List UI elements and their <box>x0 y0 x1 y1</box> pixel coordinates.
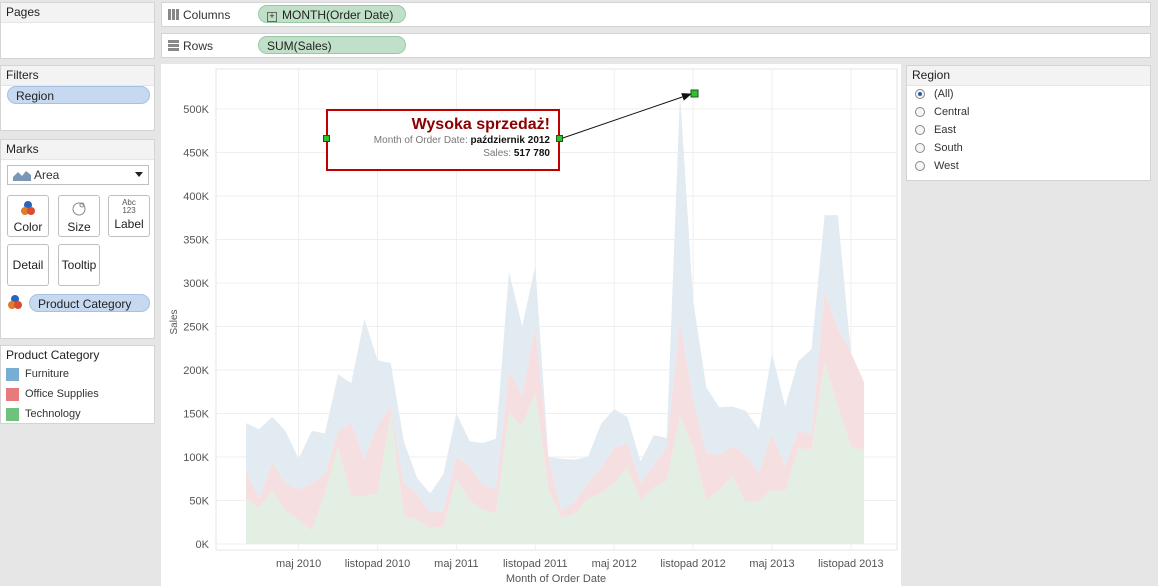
filters-shelf[interactable]: Filters Region <box>0 65 155 131</box>
x-tick-label: listopad 2010 <box>345 558 410 570</box>
y-axis-title: Sales <box>169 309 180 334</box>
columns-shelf[interactable]: Columns + MONTH(Order Date) <box>161 2 1151 27</box>
rows-pill[interactable]: SUM(Sales) <box>258 36 406 54</box>
annotation-title: Wysoka sprzedaż! <box>411 116 550 133</box>
filters-title: Filters <box>1 66 154 86</box>
region-option-central[interactable]: Central <box>915 104 969 120</box>
x-tick-label: maj 2010 <box>276 558 321 570</box>
region-filter-title: Region <box>907 66 1150 86</box>
region-filter: Region (All) Central East South West <box>906 65 1151 181</box>
y-tick-label: 50K <box>189 496 209 508</box>
legend-title: Product Category <box>1 346 154 365</box>
color-field-icon <box>8 295 22 309</box>
area-technology[interactable] <box>246 361 865 544</box>
chevron-down-icon[interactable] <box>135 172 143 177</box>
x-axis: maj 2010 listopad 2010 maj 2011 listopad 20… <box>276 558 884 570</box>
label-icon: Abc 123 <box>122 198 136 215</box>
annotation-line1: Month of Order Date: październik 2012 <box>373 135 550 146</box>
area-mark-icon <box>13 171 31 181</box>
pages-title: Pages <box>1 3 154 23</box>
size-button[interactable]: Size <box>58 195 100 237</box>
plot-border <box>215 68 898 551</box>
detail-button[interactable]: Detail <box>7 244 49 286</box>
rows-icon <box>168 40 179 51</box>
y-axis: 0K 50K 100K 150K 200K 250K 300K 350K 400K 450K 500… <box>183 104 209 551</box>
legend-swatch <box>6 387 19 401</box>
y-tick-label: 250K <box>183 322 209 334</box>
expand-icon[interactable]: + <box>267 12 277 22</box>
columns-pill[interactable]: + MONTH(Order Date) <box>258 5 406 23</box>
annotation-handle-right[interactable] <box>556 135 563 142</box>
x-axis-title: Month of Order Date <box>506 573 606 585</box>
columns-icon <box>168 9 179 20</box>
size-icon <box>72 202 86 216</box>
region-option-west[interactable]: West <box>915 158 959 174</box>
color-legend: Product Category Furniture Office Suppli… <box>0 345 155 424</box>
x-tick-label: listopad 2012 <box>660 558 725 570</box>
area-furniture[interactable] <box>246 93 865 513</box>
rows-label: Rows <box>168 34 213 58</box>
x-tick-label: listopad 2013 <box>818 558 883 570</box>
area-chart: 0K 50K 100K 150K 200K 250K 300K 350K 400K 450K 500… <box>169 68 898 585</box>
region-option-east[interactable]: East <box>915 122 956 138</box>
annotation-handle[interactable] <box>690 89 699 98</box>
marks-title: Marks <box>1 140 154 160</box>
x-tick-label: maj 2013 <box>749 558 794 570</box>
color-icon <box>21 201 35 215</box>
rows-shelf[interactable]: Rows SUM(Sales) <box>161 33 1151 58</box>
radio-button[interactable] <box>915 161 925 172</box>
y-tick-label: 450K <box>183 148 209 160</box>
legend-item-furniture[interactable]: Furniture <box>6 366 69 382</box>
tooltip-button[interactable]: Tooltip <box>58 244 100 286</box>
y-tick-label: 0K <box>196 539 210 551</box>
radio-button[interactable] <box>915 143 925 154</box>
annotation-line2: Sales: 517 780 <box>483 148 550 159</box>
radio-button[interactable] <box>915 125 925 136</box>
legend-item-office-supplies[interactable]: Office Supplies <box>6 386 99 402</box>
label-button[interactable]: Abc 123 Label <box>108 195 150 237</box>
annotation-box[interactable]: Wysoka sprzedaż! Month of Order Date: pa… <box>323 109 563 171</box>
radio-button[interactable] <box>915 89 925 100</box>
y-tick-label: 200K <box>183 365 209 377</box>
radio-button[interactable] <box>915 107 925 118</box>
color-button[interactable]: Color <box>7 195 49 237</box>
area-office-supplies[interactable] <box>246 291 865 531</box>
region-option-south[interactable]: South <box>915 140 963 156</box>
y-tick-label: 350K <box>183 235 209 247</box>
annotation-handle-left[interactable] <box>323 135 330 142</box>
x-tick-label: maj 2011 <box>434 558 478 570</box>
y-tick-label: 150K <box>183 409 209 421</box>
annotation-arrow <box>556 89 699 141</box>
legend-swatch <box>6 407 19 421</box>
pages-shelf[interactable]: Pages <box>0 2 155 59</box>
filter-pill-region[interactable]: Region <box>7 86 150 104</box>
y-tick-label: 100K <box>183 452 209 464</box>
legend-item-technology[interactable]: Technology <box>6 406 81 422</box>
y-tick-label: 300K <box>183 278 209 290</box>
color-pill-product-category[interactable]: Product Category <box>29 294 150 312</box>
chart-view: 0K 50K 100K 150K 200K 250K 300K 350K 400K 450K 500… <box>161 64 901 586</box>
marks-card: Marks Area Color Size Abc 123 Label Deta… <box>0 139 155 339</box>
x-tick-label: listopad 2011 <box>503 558 568 570</box>
area-series <box>246 93 865 544</box>
mark-type-dropdown[interactable]: Area <box>7 165 149 185</box>
columns-label: Columns <box>168 3 230 27</box>
legend-swatch <box>6 367 19 381</box>
y-tick-label: 400K <box>183 191 209 203</box>
region-option-all[interactable]: (All) <box>915 86 954 102</box>
x-tick-label: maj 2012 <box>592 558 637 570</box>
y-tick-label: 500K <box>183 104 209 116</box>
